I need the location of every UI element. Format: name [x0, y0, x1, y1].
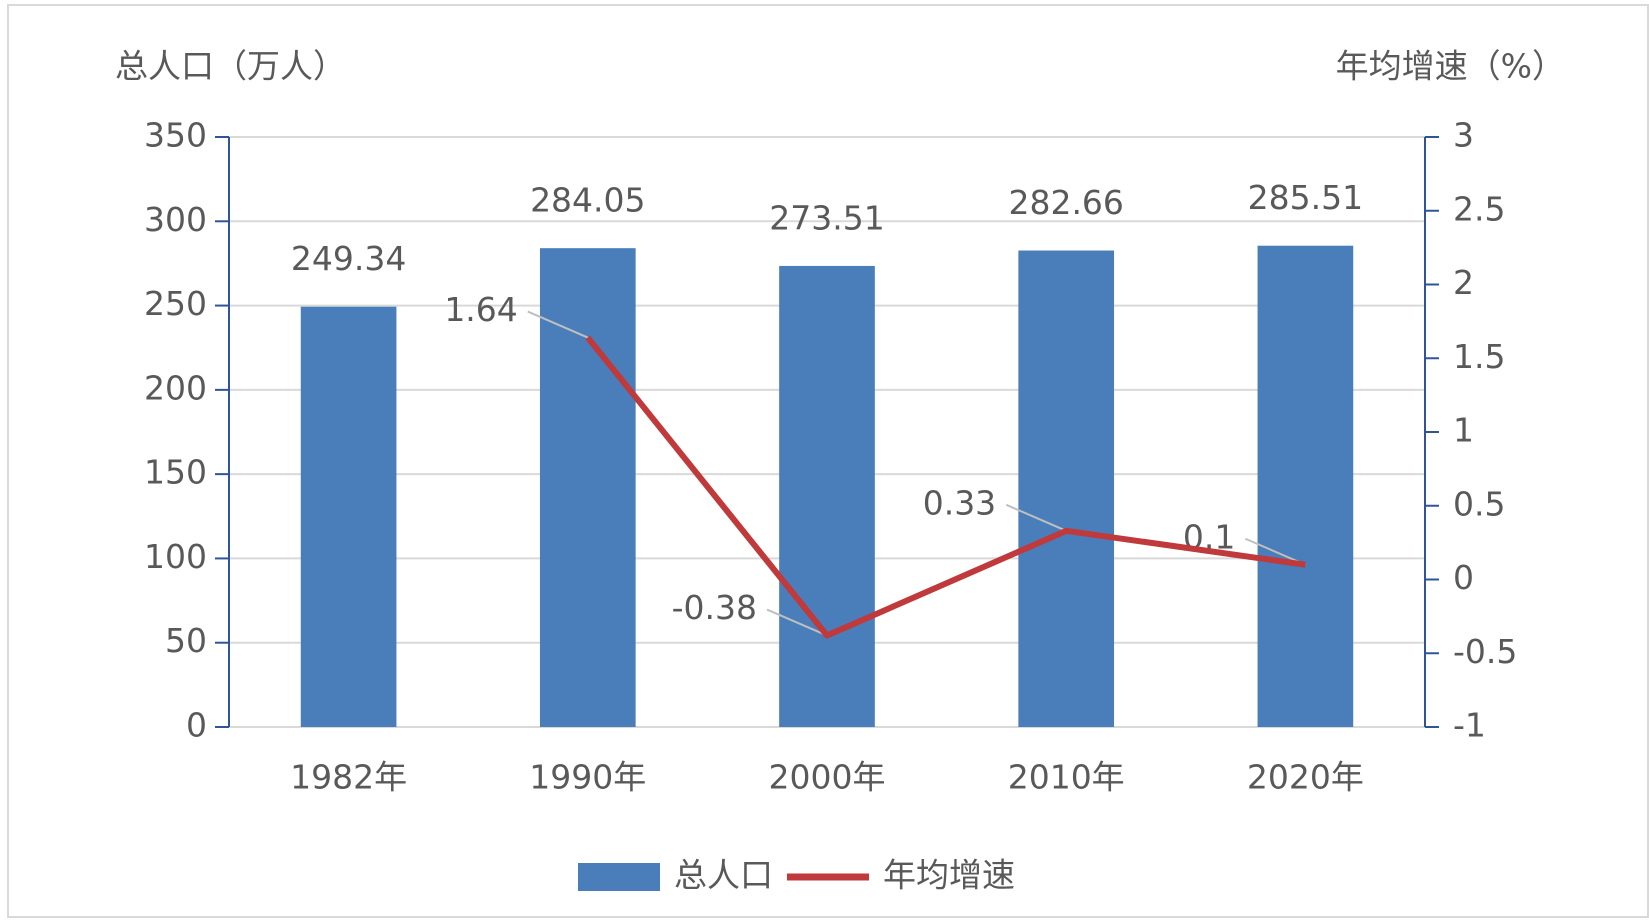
- y-tick-label: 250: [144, 284, 207, 323]
- x-tick-label: 2020年: [1247, 758, 1364, 797]
- y-tick-label: 100: [144, 537, 207, 576]
- y2-tick-label: -0.5: [1453, 632, 1517, 671]
- y2-tick-label: 0: [1453, 558, 1474, 597]
- bar: [539, 248, 636, 727]
- y2-tick-label: 2.5: [1453, 189, 1505, 228]
- x-tick-label: 1990年: [529, 758, 646, 797]
- y2-tick-label: 2: [1453, 263, 1474, 302]
- y-tick-label: 50: [165, 621, 207, 660]
- data-label: 0.33: [923, 483, 996, 522]
- data-label: 273.51: [769, 198, 884, 237]
- legend-swatch: [578, 863, 660, 891]
- x-tick-label: 2010年: [1008, 758, 1125, 797]
- leader-line: [766, 608, 828, 637]
- y-tick-label: 0: [186, 706, 207, 745]
- data-label: 282.66: [1008, 183, 1123, 222]
- bar: [300, 306, 397, 727]
- data-label: -0.38: [672, 588, 757, 627]
- x-tick-label: 1982年: [290, 758, 407, 797]
- y2-tick-label: 3: [1453, 116, 1474, 155]
- y2-tick-label: 1.5: [1453, 337, 1505, 376]
- chart-frame: [7, 4, 1649, 918]
- y-tick-label: 150: [144, 453, 207, 492]
- bar: [1257, 245, 1354, 727]
- y2-tick-label: 1: [1453, 411, 1474, 450]
- legend-label: 年均增速: [883, 856, 1015, 895]
- leader-line: [1005, 503, 1067, 532]
- leader-line: [527, 310, 589, 339]
- data-label: 284.05: [530, 181, 645, 220]
- x-tick-label: 2000年: [769, 758, 886, 797]
- y2-tick-label: -1: [1453, 706, 1486, 745]
- y-tick-label: 200: [144, 368, 207, 407]
- bar: [1018, 250, 1115, 728]
- y2-tick-label: 0.5: [1453, 484, 1505, 523]
- data-label: 1.64: [444, 290, 517, 329]
- y-axis-title: 总人口（万人）: [115, 47, 346, 86]
- y-tick-label: 300: [144, 200, 207, 239]
- data-label: 285.51: [1248, 178, 1363, 217]
- line: [585, 335, 1306, 639]
- bar: [779, 265, 875, 727]
- y2-axis-title: 年均增速（%）: [1336, 47, 1565, 86]
- y-tick-label: 350: [144, 116, 207, 155]
- legend-label: 总人口: [674, 856, 773, 895]
- data-label: 249.34: [291, 239, 406, 278]
